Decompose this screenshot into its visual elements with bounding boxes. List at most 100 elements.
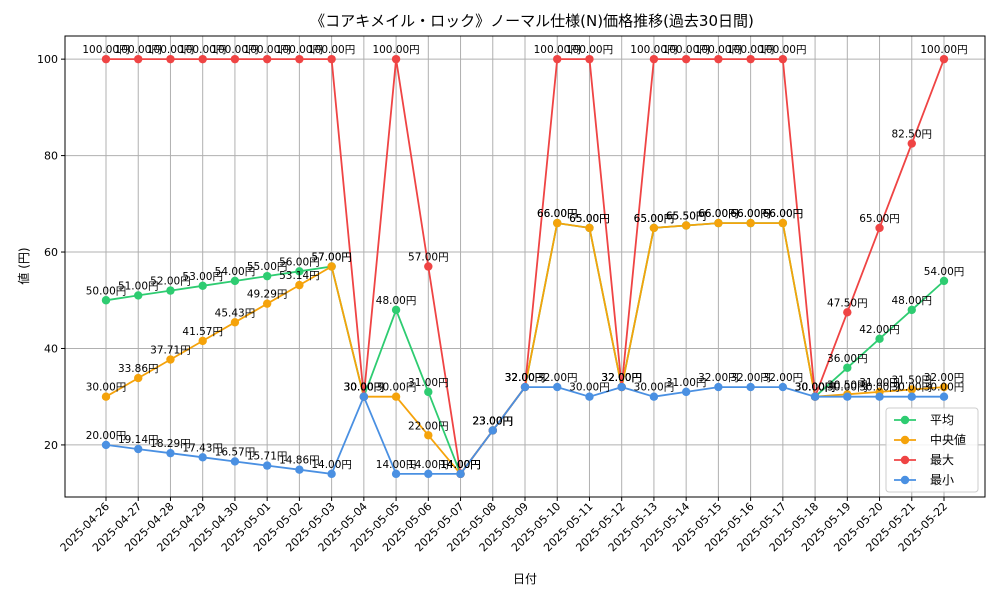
data-point <box>939 54 949 64</box>
data-label: 65.50円 <box>666 211 707 223</box>
y-axis-label: 値 (円) <box>16 247 31 284</box>
data-point <box>230 457 240 466</box>
data-point <box>198 54 207 64</box>
data-point <box>262 299 272 308</box>
data-label: 14.86円 <box>279 455 320 467</box>
data-point <box>778 54 788 64</box>
data-label: 42.00円 <box>859 324 900 336</box>
data-point <box>585 54 594 64</box>
chart-title: 《コアキメイル・ロック》ノーマル仕様(N)価格推移(過去30日間) <box>310 12 754 30</box>
data-point <box>230 54 240 64</box>
legend-entry: 中央値 <box>930 432 966 447</box>
data-label: 32.00円 <box>601 372 642 384</box>
data-label: 14.00円 <box>376 459 417 471</box>
data-label: 15.71円 <box>247 451 288 463</box>
data-label: 41.57円 <box>182 326 223 338</box>
data-point <box>295 280 304 290</box>
data-label: 54.00円 <box>215 266 256 278</box>
data-label: 32.00円 <box>698 372 739 384</box>
data-point <box>391 305 401 315</box>
data-point <box>843 308 852 317</box>
data-point <box>553 382 562 392</box>
data-point <box>585 223 594 233</box>
data-label: 36.00円 <box>827 353 868 365</box>
data-point <box>295 267 304 276</box>
data-label: 30.00円 <box>634 382 675 394</box>
data-label: 66.00円 <box>698 208 739 220</box>
data-label: 14.00円 <box>311 459 352 471</box>
y-tick-label: 100 <box>37 53 58 66</box>
data-point <box>617 382 626 392</box>
data-label: 30.00円 <box>891 382 932 394</box>
data-label: 48.00円 <box>376 295 417 307</box>
data-point <box>101 440 111 450</box>
data-point <box>843 363 852 372</box>
data-label: 32.00円 <box>763 372 804 384</box>
data-point <box>295 54 304 64</box>
data-label: 55.00円 <box>247 261 288 273</box>
data-label: 30.00円 <box>859 382 900 394</box>
data-point <box>327 469 336 479</box>
data-point <box>134 444 143 454</box>
data-point <box>649 392 659 401</box>
data-point <box>746 54 755 64</box>
data-point <box>424 469 433 479</box>
data-point <box>488 426 497 435</box>
data-label: 47.50円 <box>827 297 868 309</box>
data-point <box>230 276 240 286</box>
data-point <box>359 392 369 401</box>
data-label: 32.00円 <box>601 372 642 384</box>
data-point <box>875 392 884 401</box>
data-point <box>166 54 175 64</box>
data-label: 100.00円 <box>727 44 774 56</box>
data-label: 100.00円 <box>276 44 323 56</box>
data-label: 20.00円 <box>86 430 127 442</box>
data-label: 14.00円 <box>440 459 481 471</box>
data-point <box>714 382 723 392</box>
data-point <box>939 392 949 401</box>
data-label: 100.00円 <box>147 44 194 56</box>
data-label: 31.00円 <box>859 377 900 389</box>
data-label: 52.00円 <box>150 276 191 288</box>
data-point <box>907 385 916 394</box>
data-label: 66.00円 <box>763 208 804 220</box>
data-label: 30.00円 <box>924 382 965 394</box>
series-layer <box>101 54 949 479</box>
data-label: 66.00円 <box>537 208 578 220</box>
legend-swatch-marker <box>900 455 910 465</box>
data-label: 54.00円 <box>924 266 965 278</box>
data-point <box>391 54 401 64</box>
data-point <box>456 469 465 479</box>
data-label: 100.00円 <box>179 44 226 56</box>
data-point <box>810 392 820 401</box>
data-point <box>424 387 433 397</box>
data-point <box>746 218 755 228</box>
data-label: 30.00円 <box>344 382 385 394</box>
data-label: 30.00円 <box>569 382 610 394</box>
data-label: 66.00円 <box>763 208 804 220</box>
data-point <box>101 296 111 305</box>
data-point <box>907 392 916 401</box>
data-point <box>391 469 401 479</box>
data-label: 30.00円 <box>827 382 868 394</box>
data-label: 32.00円 <box>505 372 546 384</box>
data-label: 57.00円 <box>311 252 352 264</box>
data-label: 31.50円 <box>891 374 932 386</box>
data-point <box>134 291 143 300</box>
data-label: 32.00円 <box>537 372 578 384</box>
data-label: 45.43円 <box>215 307 256 319</box>
data-label: 48.00円 <box>891 295 932 307</box>
data-label: 30.00円 <box>86 382 127 394</box>
data-label: 37.71円 <box>150 345 191 357</box>
data-label: 53.14円 <box>279 270 320 282</box>
data-point <box>939 382 949 392</box>
data-label: 32.00円 <box>924 372 965 384</box>
data-label: 33.86円 <box>118 363 159 375</box>
data-point <box>327 262 336 271</box>
data-label: 82.50円 <box>891 129 932 141</box>
data-point <box>907 139 916 148</box>
data-label: 14.00円 <box>440 459 481 471</box>
data-point <box>327 54 336 64</box>
data-label: 65.00円 <box>634 213 675 225</box>
data-point <box>198 453 207 462</box>
